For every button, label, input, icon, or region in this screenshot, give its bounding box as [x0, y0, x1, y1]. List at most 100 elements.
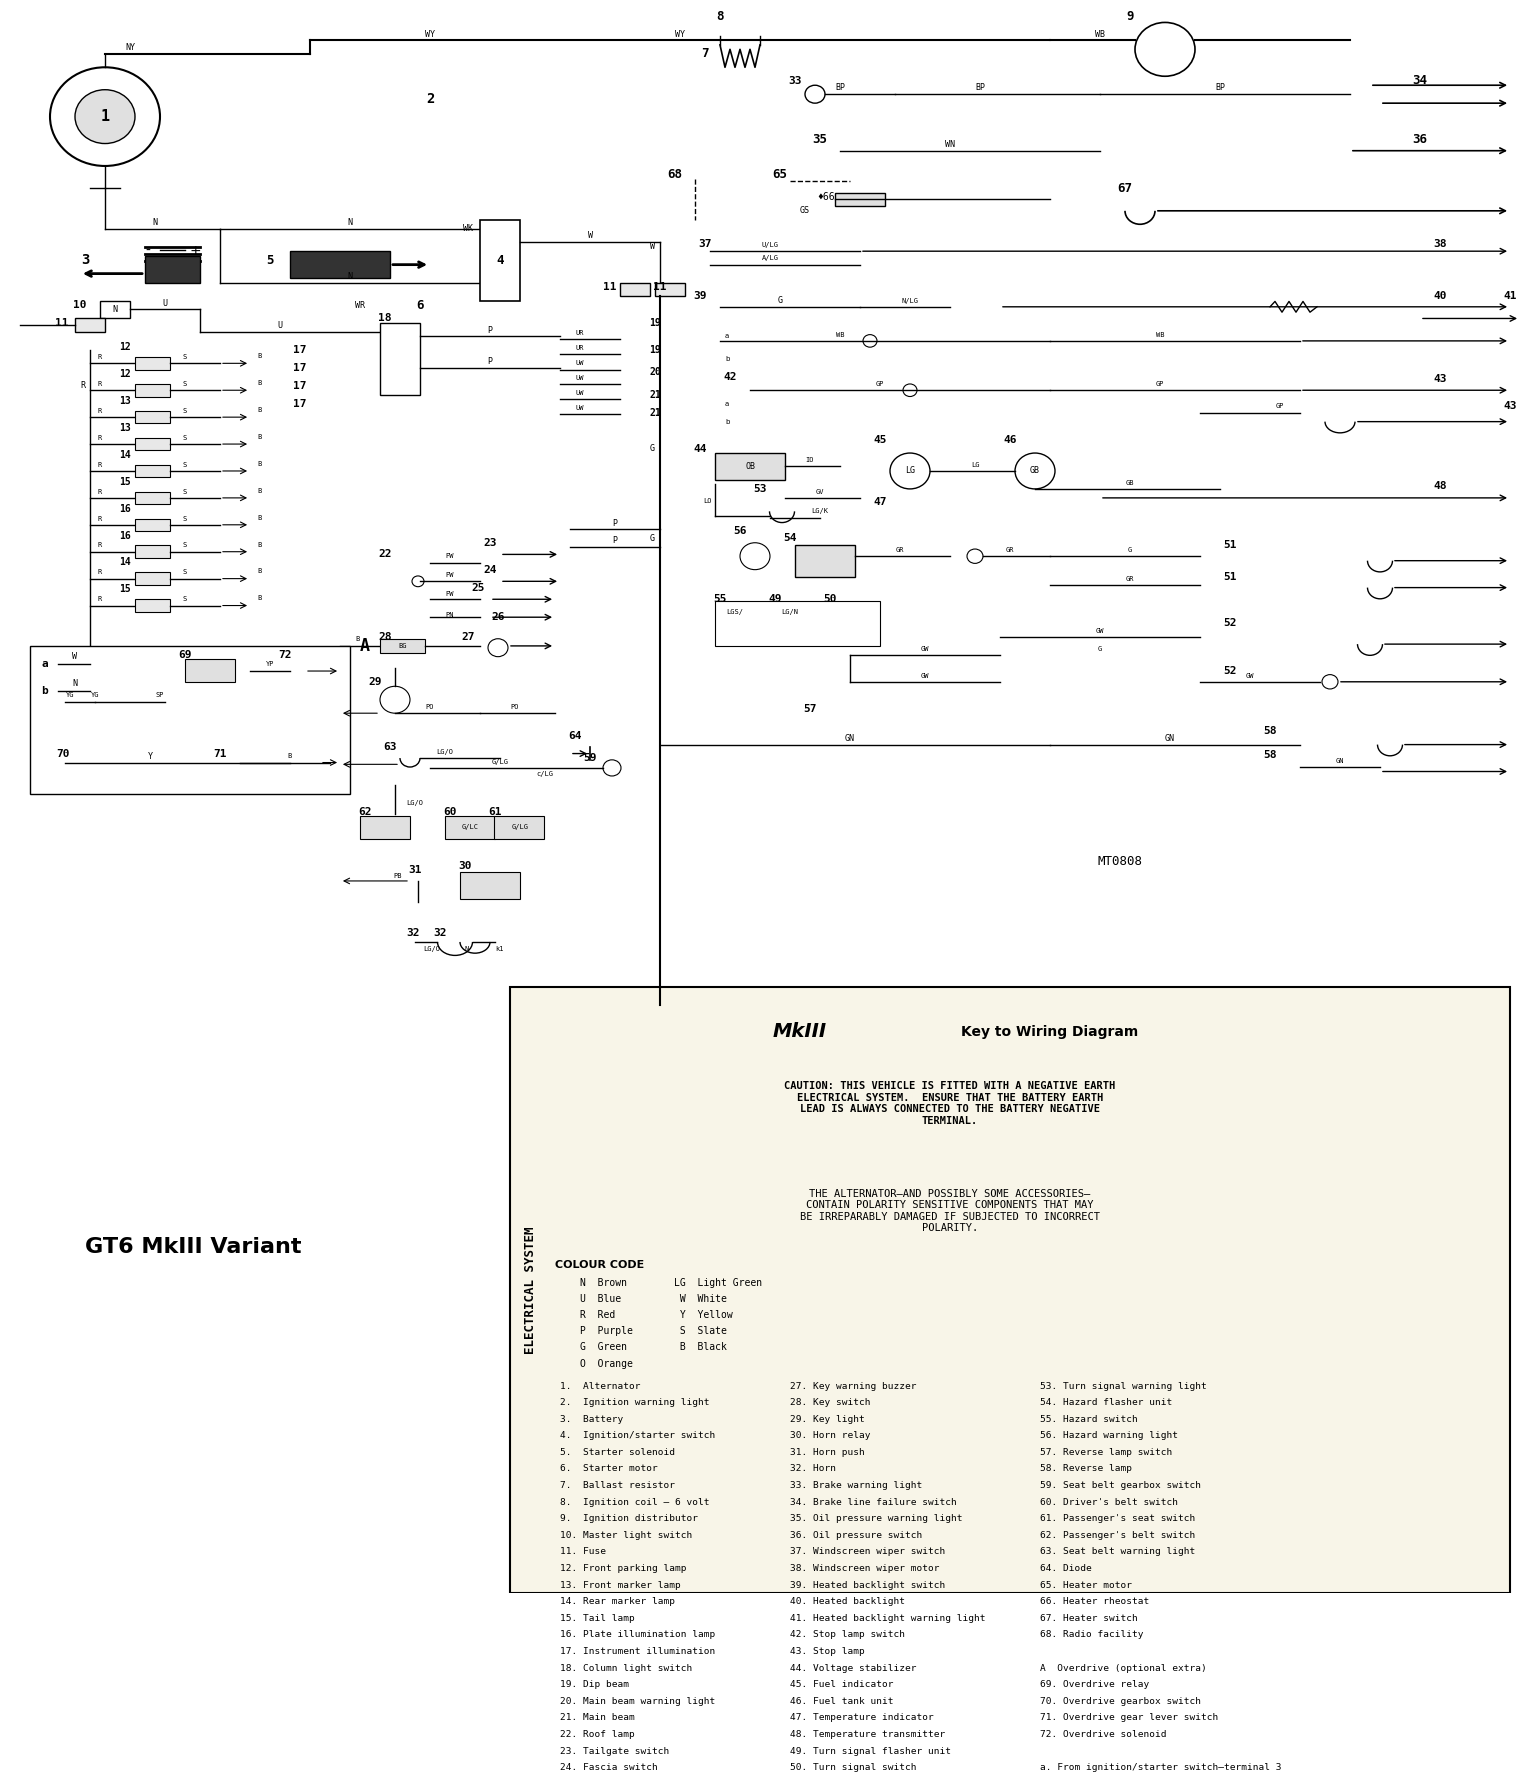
- Text: 36. Oil pressure switch: 36. Oil pressure switch: [791, 1531, 922, 1540]
- Text: a: a: [725, 334, 729, 339]
- Text: G/LG: G/LG: [512, 824, 529, 829]
- Text: UW: UW: [576, 375, 584, 380]
- Text: 17: 17: [293, 362, 306, 373]
- Text: 40: 40: [1434, 291, 1446, 302]
- Text: 14: 14: [119, 558, 130, 568]
- Text: U: U: [162, 298, 167, 307]
- Text: WY: WY: [676, 30, 685, 39]
- Text: 66. Heater rheostat: 66. Heater rheostat: [1040, 1597, 1149, 1606]
- Text: 29. Key light: 29. Key light: [791, 1415, 864, 1424]
- Text: 4: 4: [496, 254, 504, 266]
- Text: 34: 34: [1413, 75, 1428, 87]
- Text: 20: 20: [650, 368, 660, 377]
- Text: BP: BP: [835, 82, 846, 92]
- Text: c/LG: c/LG: [536, 771, 553, 778]
- Text: S: S: [182, 570, 187, 575]
- Text: 54: 54: [783, 533, 797, 543]
- Text: 8: 8: [717, 9, 723, 23]
- Text: 28. Key switch: 28. Key switch: [791, 1398, 870, 1407]
- Text: B: B: [257, 488, 262, 494]
- Bar: [185, 659, 234, 682]
- Text: 54. Hazard flasher unit: 54. Hazard flasher unit: [1040, 1398, 1172, 1407]
- Text: N: N: [464, 947, 469, 952]
- Text: 71: 71: [213, 748, 227, 758]
- Text: 11: 11: [55, 318, 69, 329]
- Circle shape: [902, 384, 918, 396]
- Text: GW: GW: [921, 673, 930, 678]
- Text: R: R: [98, 408, 103, 414]
- Text: 56. Hazard warning light: 56. Hazard warning light: [1040, 1431, 1178, 1440]
- Bar: [100, 300, 130, 318]
- Text: 31: 31: [408, 865, 421, 876]
- Text: BP: BP: [974, 83, 985, 92]
- Text: P: P: [487, 357, 492, 366]
- Text: P: P: [487, 325, 492, 334]
- Text: 59: 59: [584, 753, 597, 764]
- Text: 11. Fuse: 11. Fuse: [561, 1547, 607, 1556]
- Text: 29: 29: [368, 677, 381, 687]
- Text: 63: 63: [383, 742, 397, 753]
- Text: a. From ignition/starter switch—terminal 3: a. From ignition/starter switch—terminal…: [1040, 1764, 1281, 1772]
- Text: 58: 58: [1264, 749, 1276, 760]
- Text: 51: 51: [1223, 540, 1236, 551]
- Text: 71. Overdrive gear lever switch: 71. Overdrive gear lever switch: [1040, 1714, 1218, 1723]
- Bar: [795, 545, 855, 577]
- Text: 53. Turn signal warning light: 53. Turn signal warning light: [1040, 1382, 1207, 1391]
- Text: 24. Fascia switch: 24. Fascia switch: [561, 1764, 657, 1772]
- Text: 44. Voltage stabilizer: 44. Voltage stabilizer: [791, 1664, 916, 1673]
- Text: 47. Temperature indicator: 47. Temperature indicator: [791, 1714, 933, 1723]
- Circle shape: [380, 686, 411, 714]
- Bar: [835, 194, 885, 206]
- Text: G: G: [650, 535, 654, 543]
- Text: 69: 69: [178, 650, 192, 661]
- Text: 67. Heater switch: 67. Heater switch: [1040, 1614, 1138, 1623]
- Circle shape: [804, 85, 826, 103]
- Text: LG/O: LG/O: [406, 799, 423, 806]
- Text: 45: 45: [873, 435, 887, 444]
- Text: 9.  Ignition distributor: 9. Ignition distributor: [561, 1515, 699, 1524]
- Text: Key to Wiring Diagram: Key to Wiring Diagram: [962, 1025, 1138, 1039]
- Text: UR: UR: [576, 330, 584, 336]
- Text: 50. Turn signal switch: 50. Turn signal switch: [791, 1764, 916, 1772]
- Bar: [480, 220, 519, 300]
- Text: BP: BP: [1215, 83, 1226, 92]
- Text: 41: 41: [1503, 291, 1517, 302]
- Bar: [135, 545, 170, 558]
- Text: R: R: [98, 488, 103, 494]
- Bar: [135, 357, 170, 369]
- Text: GP: GP: [1155, 382, 1164, 387]
- Text: 7.  Ballast resistor: 7. Ballast resistor: [561, 1481, 676, 1490]
- Bar: [715, 453, 784, 480]
- Bar: [380, 323, 420, 394]
- Text: 64. Diode: 64. Diode: [1040, 1565, 1092, 1574]
- Text: GV: GV: [815, 488, 824, 494]
- Text: 27. Key warning buzzer: 27. Key warning buzzer: [791, 1382, 916, 1391]
- Circle shape: [604, 760, 620, 776]
- Text: 12: 12: [119, 369, 130, 378]
- Text: R: R: [98, 597, 103, 602]
- Text: 18: 18: [378, 314, 392, 323]
- Text: 55. Hazard switch: 55. Hazard switch: [1040, 1415, 1138, 1424]
- Text: 15. Tail lamp: 15. Tail lamp: [561, 1614, 634, 1623]
- Text: 46: 46: [1003, 435, 1017, 444]
- Text: 52: 52: [1223, 618, 1236, 629]
- Text: 3: 3: [81, 254, 89, 266]
- Text: YG: YG: [90, 693, 100, 698]
- Text: N: N: [153, 218, 158, 227]
- Text: WB: WB: [1095, 30, 1105, 39]
- Text: 22: 22: [378, 549, 392, 559]
- Text: 42. Stop lamp switch: 42. Stop lamp switch: [791, 1630, 905, 1639]
- Text: GR: GR: [1126, 575, 1134, 581]
- Text: NY: NY: [126, 43, 135, 52]
- Text: a: a: [725, 401, 729, 407]
- Text: 12: 12: [119, 343, 130, 352]
- Text: 37: 37: [699, 240, 712, 249]
- Text: 19: 19: [650, 345, 660, 355]
- Text: COLOUR CODE: COLOUR CODE: [556, 1259, 645, 1270]
- Text: R: R: [98, 382, 103, 387]
- Text: 65. Heater motor: 65. Heater motor: [1040, 1581, 1132, 1590]
- Text: 72. Overdrive solenoid: 72. Overdrive solenoid: [1040, 1730, 1166, 1739]
- Text: 55: 55: [714, 595, 726, 604]
- Text: P: P: [613, 519, 617, 527]
- Text: 40. Heated backlight: 40. Heated backlight: [791, 1597, 905, 1606]
